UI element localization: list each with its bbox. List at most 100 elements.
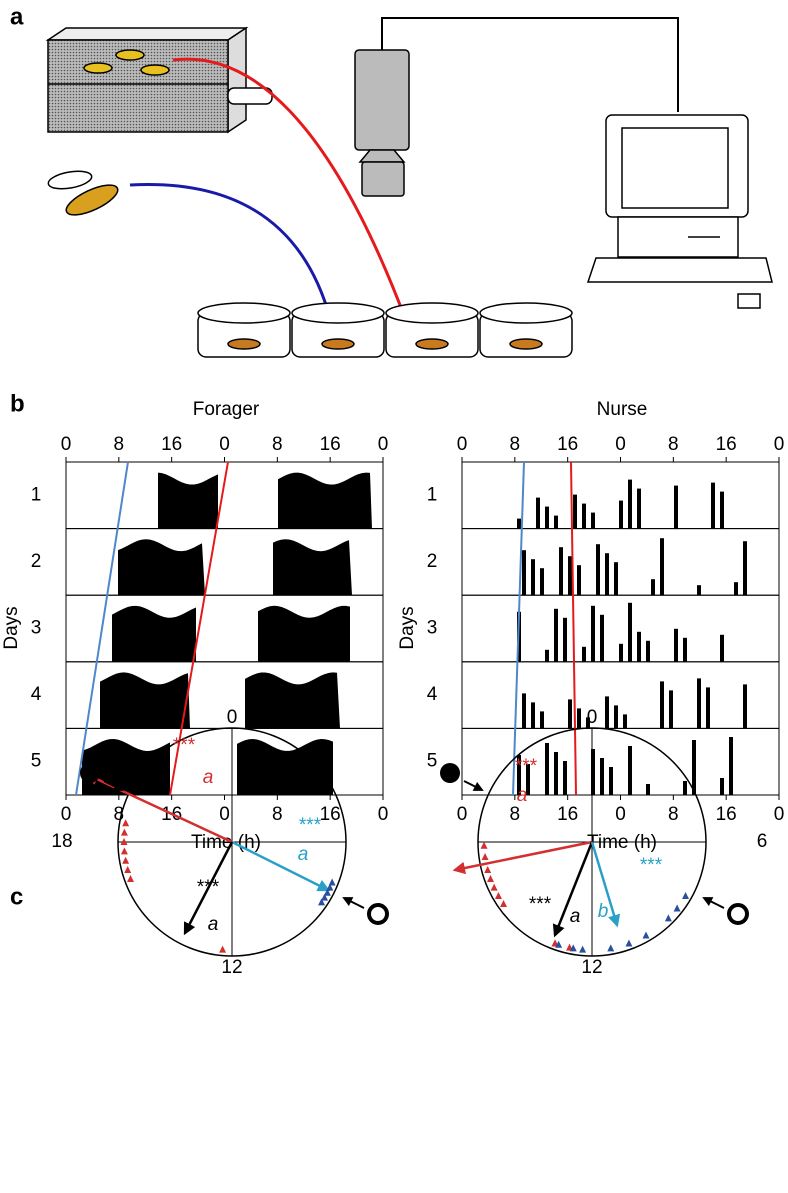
phase-marker: [664, 914, 672, 922]
mean-vector: [590, 841, 621, 928]
x-tick-label: 8: [114, 434, 125, 455]
activity-bar: [660, 538, 664, 596]
x-tick-label: 16: [557, 804, 578, 825]
activity-bar: [522, 550, 526, 596]
activity-bar: [706, 687, 710, 729]
activity-bar: [591, 605, 595, 662]
group-letter: a: [517, 785, 528, 806]
phase-marker: [318, 898, 326, 906]
activity-bar: [559, 547, 563, 596]
phase-marker: [682, 892, 690, 899]
activity-bar: [660, 681, 664, 729]
activity-block: [158, 472, 218, 529]
significance: ***: [173, 735, 196, 756]
mean-vector: [452, 840, 593, 875]
activity-bar: [743, 541, 747, 596]
activity-bar: [711, 482, 715, 529]
activity-bar: [600, 614, 604, 662]
significance: ***: [299, 815, 322, 836]
x-tick-label: 8: [510, 434, 521, 455]
onset-line: [570, 461, 577, 796]
activity-bar: [720, 778, 724, 795]
activity-block: [278, 472, 372, 529]
activity-bar: [545, 743, 549, 795]
significance: ***: [515, 756, 538, 777]
day-label: 2: [31, 551, 42, 572]
x-tick-label: 0: [615, 804, 626, 825]
x-tick-label: 16: [161, 434, 182, 455]
group-letter: a: [203, 767, 214, 788]
x-tick-label: 0: [615, 434, 626, 455]
x-tick-label: 0: [378, 804, 389, 825]
phase-marker: [500, 899, 508, 907]
activity-bar: [517, 518, 521, 529]
activity-bar: [554, 752, 558, 795]
activity-bar: [591, 749, 595, 795]
phase-marker: [321, 893, 329, 901]
activity-bar: [531, 702, 535, 729]
activity-bar: [729, 737, 733, 795]
x-tick-label: 0: [61, 434, 72, 455]
phase-marker: [490, 883, 498, 891]
phase-marker: [120, 847, 128, 855]
activity-bar: [577, 565, 581, 596]
activity-bar: [568, 556, 572, 596]
phase-label: 0: [227, 707, 238, 728]
activity-bar: [734, 582, 738, 596]
activity-bar: [586, 717, 590, 729]
activity-bar: [531, 559, 535, 596]
phase-marker: [120, 828, 128, 836]
activity-bar: [646, 784, 650, 795]
activity-bar: [628, 602, 632, 662]
activity-bar: [614, 562, 618, 596]
day-label: 5: [427, 751, 438, 772]
day-label: 3: [427, 618, 438, 639]
row-frame: [461, 528, 780, 596]
activity-bar: [637, 631, 641, 662]
x-tick-label: 8: [272, 434, 283, 455]
x-tick-label: 0: [457, 434, 468, 455]
day-label: 4: [31, 684, 42, 705]
phase-marker: [323, 888, 331, 896]
onset-line: [169, 461, 229, 796]
activity-bar: [609, 767, 613, 795]
phase-marker: [642, 931, 650, 939]
x-tick-label: 0: [774, 434, 785, 455]
activity-bar: [582, 503, 586, 529]
activity-bar: [614, 705, 618, 729]
phase-label: 6: [757, 831, 768, 852]
actogram-title: Forager: [193, 399, 260, 420]
activity-block: [100, 672, 190, 729]
phase-label: 12: [581, 957, 602, 978]
activity-bar: [646, 640, 650, 662]
group-letter: a: [570, 906, 581, 927]
significance: ***: [640, 855, 663, 876]
icon-arrow: [463, 780, 484, 791]
day-label: 1: [31, 484, 42, 505]
x-tick-label: 16: [557, 434, 578, 455]
axis-label: Days: [1, 606, 22, 649]
x-tick-label: 8: [114, 804, 125, 825]
activity-block: [112, 605, 196, 662]
activity-bar: [720, 634, 724, 662]
activity-bar: [517, 755, 521, 795]
significance: ***: [197, 877, 220, 898]
activity-bar: [582, 646, 586, 662]
activity-bar: [628, 746, 632, 795]
activity-bar: [683, 637, 687, 662]
activity-block: [273, 539, 352, 596]
mean-vector: [231, 840, 331, 892]
phase-marker: [481, 853, 489, 861]
phase-label: 0: [587, 707, 598, 728]
onset-line: [75, 461, 129, 796]
axis-label: Time (h): [587, 832, 657, 853]
activity-bar: [568, 699, 572, 729]
mean-vector: [85, 773, 233, 844]
offset-icon: [367, 903, 389, 925]
x-tick-label: 16: [320, 804, 341, 825]
icon-arrow: [103, 780, 124, 791]
activity-bar: [554, 515, 558, 529]
activity-bar: [563, 617, 567, 662]
activity-bar: [573, 494, 577, 529]
